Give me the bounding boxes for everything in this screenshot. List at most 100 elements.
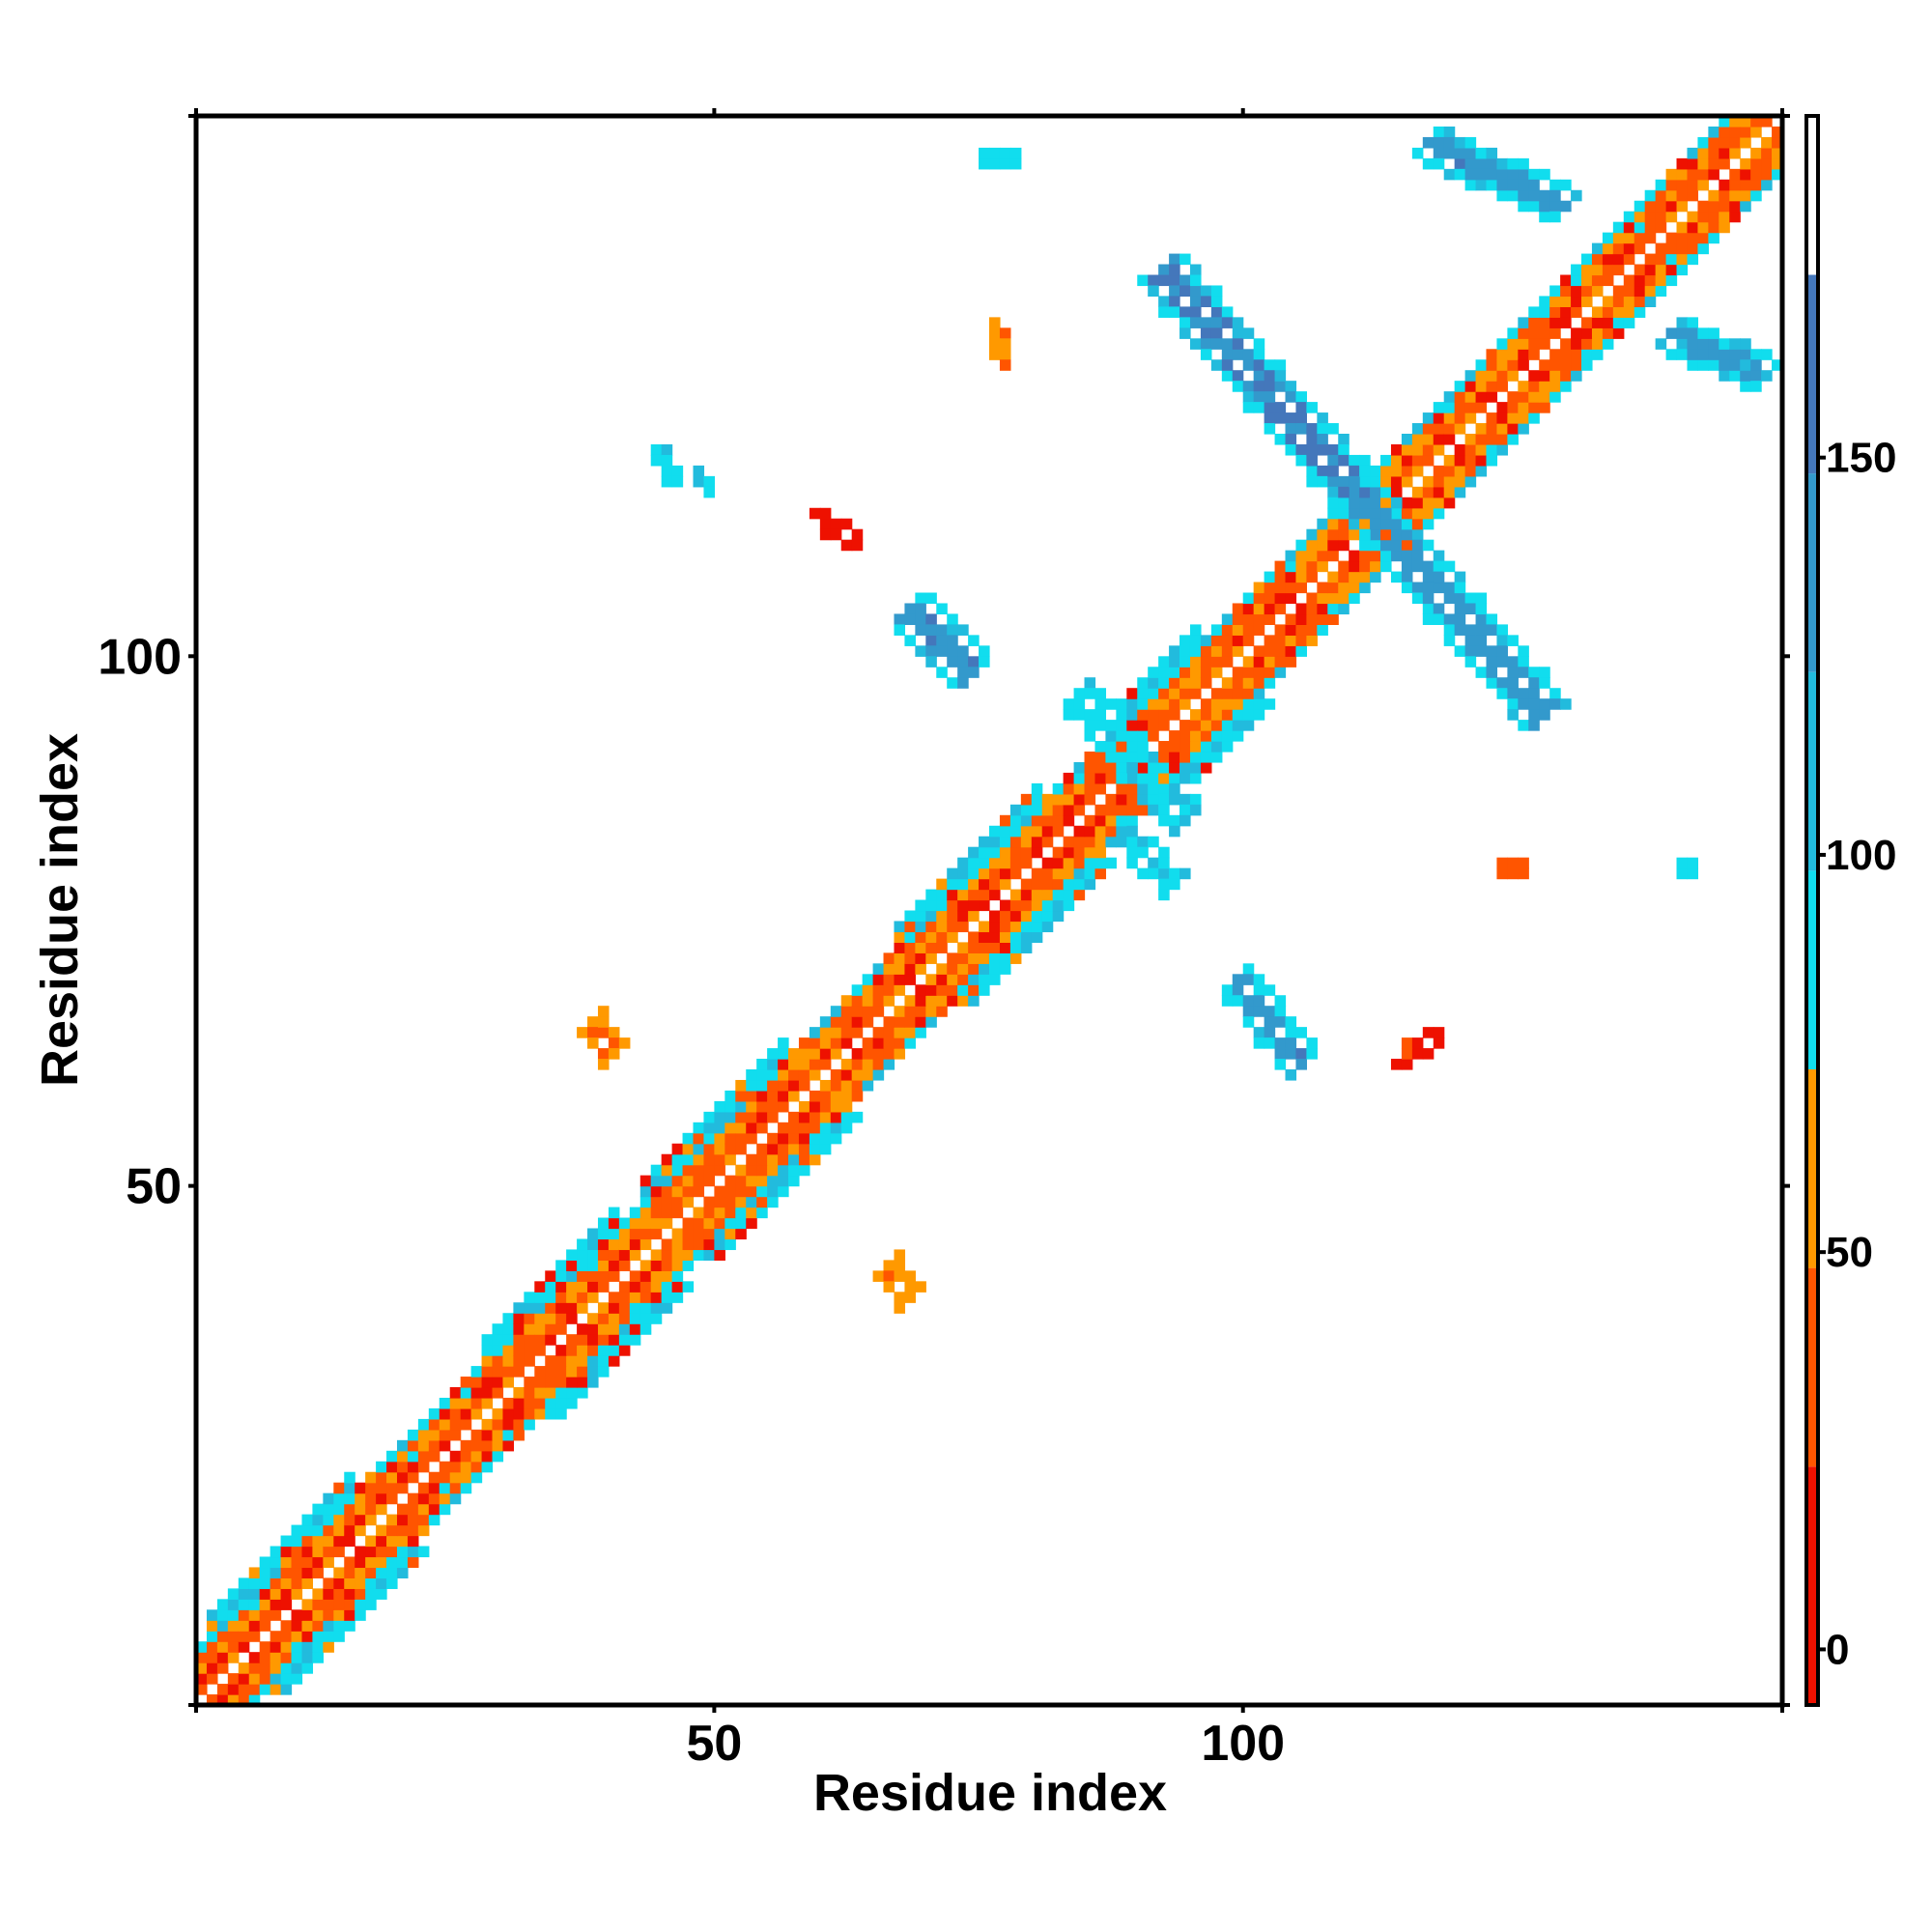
heatmap-cell [1359,528,1371,541]
heatmap-cell [280,1588,293,1600]
heatmap-cell [1052,878,1065,891]
heatmap-cell [577,1292,588,1303]
heatmap-cell [1317,518,1328,530]
heatmap-cell [1242,327,1255,339]
heatmap-cell [1475,381,1488,392]
heatmap-cell [999,952,1011,964]
heatmap-cell [1200,709,1212,721]
heatmap-cell [1232,688,1244,699]
heatmap-cell [1285,624,1297,636]
heatmap-cell [1031,867,1043,880]
heatmap-cell [809,507,821,520]
heatmap-cell [1274,603,1287,615]
heatmap-cell [957,624,969,636]
heatmap-cell [280,1620,293,1632]
heatmap-cell [1612,327,1625,339]
heatmap-cell [1126,688,1138,699]
heatmap-cell [323,1546,334,1558]
heatmap-cell [1581,349,1593,360]
heatmap-cell [979,889,990,901]
heatmap-cell [1740,179,1751,191]
heatmap-cell [1602,274,1614,287]
heatmap-cell [904,995,916,1007]
heatmap-cell [1009,846,1022,859]
heatmap-cell [809,1153,821,1166]
heatmap-cell [1454,423,1466,435]
heatmap-cell [577,1260,588,1271]
heatmap-cell [248,1662,261,1674]
heatmap-cell [449,1450,462,1463]
heatmap-cell [968,931,980,943]
heatmap-cell [756,1153,768,1166]
heatmap-cell [1094,814,1107,827]
heatmap-cell [830,528,842,541]
heatmap-cell [925,635,937,646]
heatmap-cell [1612,232,1625,244]
heatmap-cell [460,1439,472,1452]
y-tick-label: 100 [98,629,182,685]
heatmap-cell [618,1313,631,1324]
heatmap-cell [1486,168,1498,181]
heatmap-cell [1433,423,1445,435]
heatmap-cell [1253,338,1265,350]
heatmap-cell [872,974,885,985]
heatmap-cell [1740,136,1751,149]
heatmap-cell [323,1492,334,1505]
heatmap-cell [1655,242,1667,255]
heatmap-cell [355,1588,366,1600]
heatmap-cell [915,1281,926,1293]
heatmap-cell [270,1599,282,1610]
heatmap-cell [693,1153,705,1166]
heatmap-cell [1496,423,1508,435]
heatmap-cell [1009,889,1022,901]
heatmap-cell [1020,793,1033,806]
heatmap-cell [1041,889,1054,901]
heatmap-cell [1676,168,1689,181]
heatmap-cell [1158,264,1170,276]
heatmap-cell [1210,296,1223,307]
heatmap-cell [788,1069,800,1081]
heatmap-cell [1390,1059,1403,1070]
heatmap-cell [1253,698,1265,710]
heatmap-cell [756,1185,768,1198]
heatmap-cell [1549,179,1561,191]
heatmap-cell [1591,306,1604,318]
heatmap-cell [1740,359,1751,371]
heatmap-cell [915,952,926,964]
heatmap-cell [798,1153,810,1166]
heatmap-cell [650,443,663,456]
heatmap-cell [1359,539,1371,552]
heatmap-cell [798,1143,810,1155]
heatmap-cell [1221,688,1234,699]
heatmap-cell [566,1377,578,1388]
heatmap-cell [830,1122,842,1134]
colorbar-band [1806,1267,1818,1467]
heatmap-cell [1179,327,1191,339]
heatmap-cell [1401,497,1413,509]
heatmap-cell [1475,157,1488,170]
heatmap-cell [830,1037,842,1049]
heatmap-cell [597,1355,610,1367]
heatmap-cell [1105,825,1117,838]
heatmap-cell [301,1599,314,1610]
heatmap-cell [470,1377,483,1388]
heatmap-cell [1581,253,1593,266]
heatmap-cell [534,1334,546,1346]
heatmap-cell [1676,327,1689,339]
heatmap-cell [1380,507,1392,520]
heatmap-cell [608,1027,620,1038]
heatmap-cell [1528,402,1540,413]
heatmap-cell [724,1143,736,1155]
heatmap-cell [1063,836,1075,848]
heatmap-cell [1158,752,1170,763]
heatmap-cell [1126,730,1138,742]
heatmap-cell [788,1132,800,1145]
heatmap-cell [1063,846,1075,859]
heatmap-cell [778,1079,789,1092]
heatmap-cell [534,1281,546,1293]
heatmap-cell [1349,528,1360,541]
heatmap-cell [1644,296,1657,307]
heatmap-cell [1306,550,1318,562]
heatmap-cell [1221,709,1234,721]
heatmap-cell [851,995,864,1007]
